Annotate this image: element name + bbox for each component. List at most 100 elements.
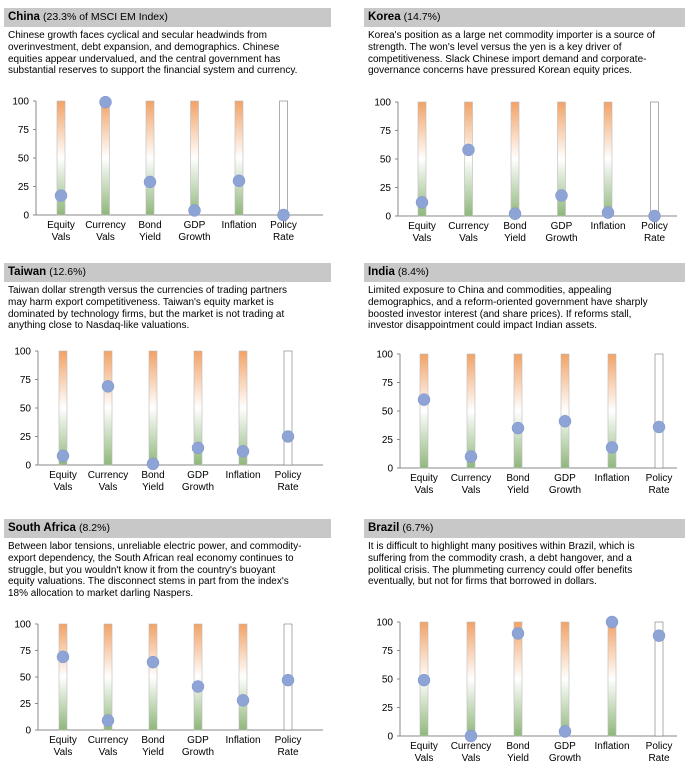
- y-tick-label: 100: [376, 350, 393, 361]
- description-line: governance concerns have pressured Korea…: [368, 65, 633, 77]
- x-tick-label: Equity Vals: [49, 735, 77, 758]
- description-line: boosted investor interest (and share pri…: [368, 308, 632, 320]
- data-point: [601, 206, 615, 219]
- x-tick-label: Currency Vals: [88, 470, 129, 493]
- y-tick-label: 25: [380, 183, 392, 194]
- x-tick-label: Policy Rate: [641, 221, 668, 244]
- x-tick-label: Policy Rate: [646, 741, 673, 764]
- y-tick-label: 75: [18, 125, 30, 136]
- country-name: India: [368, 266, 395, 278]
- data-point: [236, 445, 250, 458]
- x-tick-label: GDP Growth: [178, 220, 210, 243]
- range-bar: [193, 350, 203, 466]
- panel-header: South Africa (8.2%): [4, 519, 331, 538]
- y-tick-label: 25: [20, 432, 32, 443]
- description-line: anything close to Nasdaq-like valuations…: [8, 320, 190, 332]
- description-line: substantial reserves to support the fina…: [8, 65, 298, 77]
- range-bar: [145, 100, 155, 216]
- description-line: struggle, but you wouldn't know it from …: [8, 564, 276, 576]
- x-tick-label: GDP Growth: [549, 741, 581, 764]
- x-tick-label: Policy Rate: [275, 470, 302, 493]
- data-point: [464, 729, 478, 743]
- range-bar: [510, 101, 520, 217]
- y-tick-label: 0: [385, 212, 391, 223]
- range-bar: [603, 101, 613, 217]
- panel-china: China (23.3% of MSCI EM Index) Chinese gr…: [4, 8, 331, 258]
- range-bar: [417, 101, 427, 217]
- country-description: Between labor tensions, unreliable elect…: [8, 541, 302, 600]
- description-line: export dependency, the South African rea…: [8, 552, 294, 564]
- panel-header: India (8.4%): [364, 263, 685, 282]
- description-line: Chinese growth faces cyclical and secula…: [8, 30, 268, 41]
- data-point: [236, 694, 250, 707]
- index-weight: (8.2%): [79, 522, 110, 534]
- data-point: [188, 204, 201, 217]
- range-bar: [58, 623, 68, 731]
- data-point: [464, 450, 478, 463]
- y-tick-label: 50: [20, 673, 32, 684]
- range-bar: [190, 100, 199, 216]
- y-tick-label: 0: [387, 732, 393, 743]
- country-chart: 0 25 50 75 100 Equity Vals Currency Vals Bond Yiel…: [14, 347, 323, 493]
- panel-south-africa: South Africa (8.2%) Between labor tension…: [4, 519, 331, 767]
- range-bar: [283, 350, 293, 466]
- y-tick-label: 0: [387, 464, 393, 475]
- x-tick-label: Bond Yield: [506, 473, 529, 496]
- y-tick-label: 75: [380, 126, 392, 137]
- country-name: Korea: [368, 11, 401, 23]
- data-point: [605, 441, 619, 454]
- data-point: [101, 714, 115, 727]
- panel-header: Korea (14.7%): [364, 8, 685, 27]
- description-line: demographics, and a reform-oriented gove…: [368, 296, 648, 308]
- index-weight: (14.7%): [403, 11, 441, 23]
- range-bar: [279, 100, 288, 216]
- y-tick-label: 25: [382, 435, 394, 446]
- country-name: China: [8, 11, 40, 23]
- y-tick-label: 50: [382, 675, 394, 686]
- country-chart: 0 25 50 75 100 Equity Vals Currency Vals Bond Yiel…: [376, 350, 677, 496]
- description-line: 18% allocation to market darling Naspers…: [8, 588, 194, 600]
- x-tick-label: Inflation: [221, 220, 256, 231]
- panel-taiwan: Taiwan (12.6%) Taiwan dollar strength ver…: [4, 263, 331, 503]
- x-tick-label: Currency Vals: [448, 221, 489, 244]
- range-bar: [650, 101, 659, 217]
- data-point: [417, 393, 431, 406]
- x-tick-label: Currency Vals: [451, 741, 492, 764]
- data-point: [652, 420, 666, 434]
- range-bar: [101, 100, 110, 216]
- data-point: [462, 143, 475, 157]
- index-weight: (12.6%): [49, 266, 86, 278]
- country-description: Korea's position as a large net commodit…: [368, 30, 655, 77]
- data-point: [56, 449, 70, 463]
- y-tick-label: 75: [20, 375, 32, 386]
- x-tick-label: Policy Rate: [275, 735, 302, 758]
- range-bar: [466, 353, 476, 469]
- x-tick-label: Equity Vals: [408, 221, 436, 244]
- data-point: [555, 189, 568, 202]
- description-line: competitiveness. Slack Chinese import de…: [368, 53, 647, 65]
- range-bar: [148, 350, 158, 466]
- data-point: [415, 196, 429, 209]
- description-line: Between labor tensions, unreliable elect…: [8, 541, 302, 552]
- y-tick-label: 0: [23, 211, 29, 222]
- x-tick-label: GDP Growth: [182, 470, 214, 493]
- y-tick-label: 50: [20, 404, 32, 415]
- country-chart: 0 25 50 75 100 Equity Vals Currency Vals Bond Yiel…: [374, 98, 677, 244]
- y-tick-label: 75: [382, 378, 394, 389]
- range-bar: [58, 350, 68, 466]
- range-bar: [238, 350, 248, 466]
- description-line: eventually, but not for firms that borro…: [368, 576, 597, 588]
- x-tick-label: Policy Rate: [270, 220, 297, 243]
- range-bar: [56, 100, 66, 216]
- description-line: suffering from the commodity crash, a de…: [368, 552, 632, 564]
- range-bar: [464, 101, 473, 217]
- x-tick-label: Bond Yield: [141, 470, 164, 493]
- range-bar: [607, 353, 617, 469]
- data-point: [648, 209, 661, 223]
- x-tick-label: GDP Growth: [545, 221, 577, 244]
- range-bar: [466, 621, 476, 737]
- description-line: Taiwan dollar strength versus the curren…: [8, 285, 288, 296]
- range-bar: [234, 100, 244, 216]
- data-point: [99, 95, 112, 109]
- data-point: [511, 421, 525, 435]
